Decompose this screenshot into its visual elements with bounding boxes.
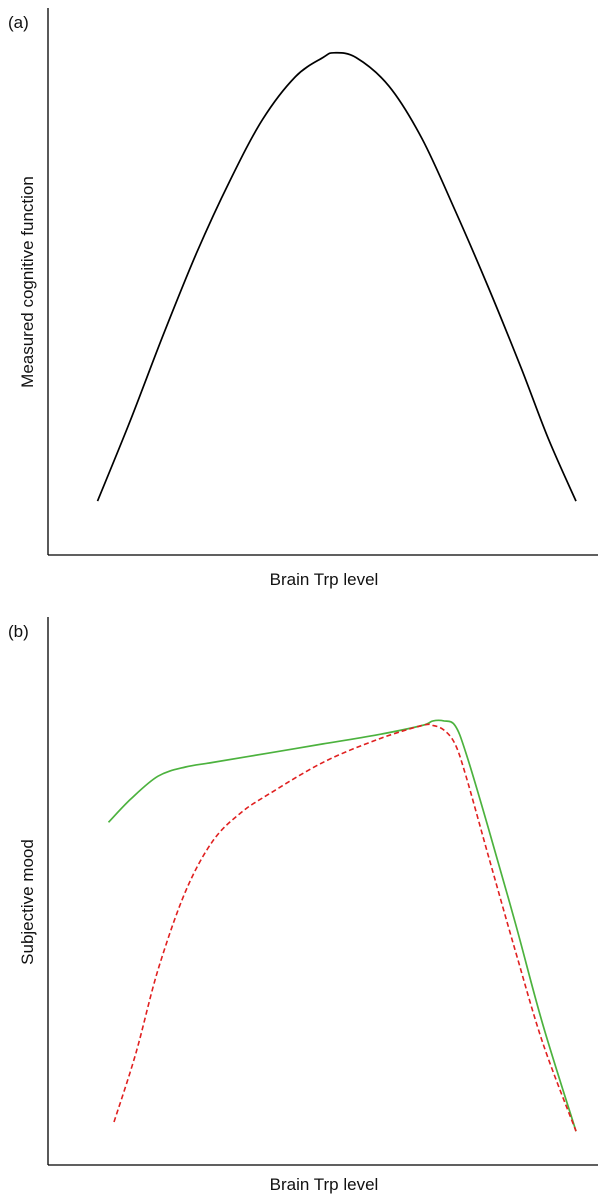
panel-a-label: (a) <box>8 13 29 32</box>
panel-b-x-axis-label: Brain Trp level <box>270 1175 379 1194</box>
panel-b-series-line-1 <box>107 719 577 1132</box>
panel-b-label: (b) <box>8 622 29 641</box>
panel-a-plot-area <box>96 51 577 502</box>
panel-b-y-axis-label: Subjective mood <box>18 839 37 965</box>
panel-b: (b) Brain Trp level Subjective mood <box>8 617 598 1194</box>
panel-a-x-axis-label: Brain Trp level <box>270 570 379 589</box>
panel-a-y-axis-label: Measured cognitive function <box>18 176 37 388</box>
panel-a-series-line-1 <box>96 51 577 502</box>
panel-b-series-line-2 <box>113 723 577 1132</box>
panel-b-plot-area <box>107 719 577 1132</box>
panel-a: (a) Brain Trp level Measured cognitive f… <box>8 8 598 589</box>
